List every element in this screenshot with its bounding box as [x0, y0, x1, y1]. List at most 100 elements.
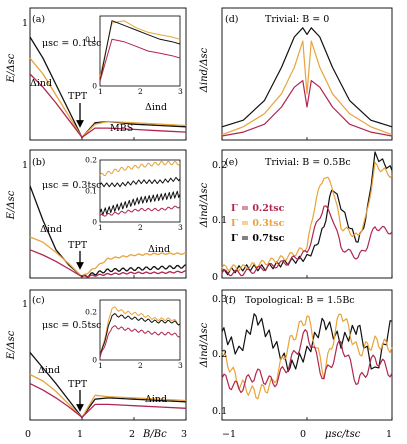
- panel-c-delta-label: Δind: [38, 365, 60, 376]
- inset-c-ytick-label: 0: [92, 356, 97, 365]
- panel-c-tpt-label: TPT: [68, 379, 88, 390]
- right-xtick-neg1: −1: [222, 429, 236, 440]
- inset-c-red-line: [99, 325, 181, 358]
- inset-c-ytick-label: 0.2: [85, 308, 97, 317]
- panel-f-ylabel: Δind/Δsc: [199, 322, 210, 368]
- panel-d-series-1-line: [221, 40, 393, 136]
- panel-b-black-osc-line: [81, 264, 187, 278]
- panel-f-series-2-line: [221, 329, 393, 394]
- panel-c-ytick-1: 1: [22, 299, 28, 310]
- inset-b-xtick-label: 3: [178, 223, 183, 232]
- panel-a-label: (a): [32, 14, 45, 25]
- panel-a-delta-label2: Δind: [145, 102, 167, 113]
- inset-b-ytick-label: 0.1: [85, 187, 97, 196]
- plot-layer: 1 2 3 0 0.1 1 2 3 0 0.1 0.2 1 2 3 0 0.2: [29, 7, 393, 421]
- panel-e-ytick-01: 0.1: [212, 215, 227, 226]
- panel-a-mu: μsc = 0.1tsc: [42, 38, 102, 49]
- panel-d-series-0-line: [221, 27, 393, 128]
- panel-c-frame: [29, 289, 187, 421]
- inset-b-black-lo-line: [99, 190, 181, 216]
- inset-a-orange-line: [99, 20, 181, 77]
- right-xtick-0: 0: [300, 429, 306, 440]
- panel-b-red-osc-line: [81, 270, 187, 278]
- panel-b-mu: μsc = 0.3tsc: [42, 180, 102, 191]
- panel-d-frame: [221, 7, 393, 141]
- inset-c-xtick-label: 1: [98, 361, 103, 370]
- inset-b-xtick-label: 2: [138, 223, 143, 232]
- panel-a-red-line: [29, 73, 187, 139]
- panel-e-ytick-0: 0: [212, 272, 218, 283]
- inset-a-xtick-label: 2: [138, 87, 143, 96]
- inset-c-frame: [99, 299, 181, 361]
- panel-b-ytick-1: 1: [22, 160, 28, 171]
- panel-b-red-line: [29, 249, 83, 278]
- panel-b-delta-label2: Δind: [148, 244, 170, 255]
- inset-c-black-line: [99, 313, 181, 358]
- panel-d-title: Trivial: B = 0: [265, 14, 329, 25]
- panel-f-frame: [221, 289, 393, 421]
- panel-a-ytick-1: 1: [22, 18, 28, 29]
- panel-f-ytick-01: 0.1: [212, 406, 227, 417]
- inset-a-red-line: [99, 38, 181, 82]
- right-xlabel: μsc/tsc: [325, 429, 361, 440]
- inset-b-xtick-label: 1: [98, 223, 103, 232]
- panel-a-tpt-label: TPT: [68, 91, 88, 102]
- inset-a-ytick-label: 0.1: [85, 35, 97, 44]
- panel-d-ylabel: Δind/Δsc: [199, 47, 210, 93]
- legend-gamma-07: Γ = 0.7tsc: [231, 233, 285, 244]
- legend-gamma-02: Γ = 0.2tsc: [231, 203, 285, 214]
- panel-f-label: (f): [225, 295, 236, 306]
- panel-c-ylabel: E/Δsc: [6, 330, 17, 360]
- panel-f-ytick-03: 0.3: [212, 294, 227, 305]
- panel-f-title: Topological: B = 1.5Bc: [245, 295, 355, 306]
- panel-a-mbs-label: MBS: [110, 123, 133, 134]
- panel-a-orange-line: [29, 57, 187, 139]
- panel-c-mu: μsc = 0.5tsc: [42, 320, 102, 331]
- inset-a-frame: [99, 15, 181, 87]
- panel-b-delta-label: Δind: [40, 224, 62, 235]
- inset-a-ytick-label: 0: [92, 82, 97, 91]
- panel-c-black-line: [29, 351, 187, 419]
- panel-b-frame: [29, 149, 187, 279]
- panel-f-ytick-02: 0.2: [212, 349, 227, 360]
- panel-e-ylabel: Δind/Δsc: [199, 182, 210, 228]
- panel-d-series-2-line: [221, 79, 393, 137]
- panel-b-ylabel: E/Δsc: [6, 190, 17, 220]
- inset-b-orange-line: [99, 160, 181, 177]
- panel-b-tpt-label: TPT: [68, 240, 88, 251]
- inset-b-ytick-label: 0: [92, 218, 97, 227]
- panel-a-ylabel: E/Δsc: [6, 53, 17, 83]
- panel-b-orange-line: [29, 236, 83, 278]
- left-xlabel: B/Bc: [142, 429, 167, 440]
- inset-a-xtick-label: 1: [98, 87, 103, 96]
- left-xtick-2: 2: [129, 429, 135, 440]
- panel-a-delta-label: Δind: [30, 78, 52, 89]
- inset-a-xtick-label: 3: [178, 87, 183, 96]
- panel-d-label: (d): [225, 14, 239, 25]
- panel-e-ytick-02: 0.2: [212, 160, 227, 171]
- panel-c-delta-label2: Δind: [145, 394, 167, 405]
- inset-b-black-hi-line: [99, 176, 181, 188]
- panel-b-label: (b): [32, 157, 46, 168]
- panel-e-title: Trivial: B = 0.5Bc: [265, 157, 351, 168]
- legend-gamma-03: Γ = 0.3tsc: [231, 218, 285, 229]
- inset-b-red-line: [99, 205, 181, 217]
- inset-b-ytick-label: 0.2: [85, 156, 97, 165]
- panel-f-series-1-line: [221, 313, 393, 400]
- panel-c-red-line: [29, 383, 187, 419]
- inset-c-xtick-label: 3: [178, 361, 183, 370]
- inset-c-orange-line: [99, 306, 181, 358]
- panel-b-orange-osc-line: [81, 252, 186, 278]
- inset-c-xtick-label: 2: [138, 361, 143, 370]
- panel-c-orange-line: [29, 373, 187, 419]
- inset-a-black-line: [99, 20, 181, 82]
- panel-c-label: (c): [32, 295, 45, 306]
- right-xtick-1: 1: [386, 429, 392, 440]
- panel-e-series-2-line: [221, 205, 393, 277]
- left-xtick-1: 1: [77, 429, 83, 440]
- panel-e-label: (e): [225, 157, 238, 168]
- inset-b-frame: [99, 159, 181, 223]
- panel-e-series-1-line: [221, 161, 393, 272]
- left-xtick-0: 0: [25, 429, 31, 440]
